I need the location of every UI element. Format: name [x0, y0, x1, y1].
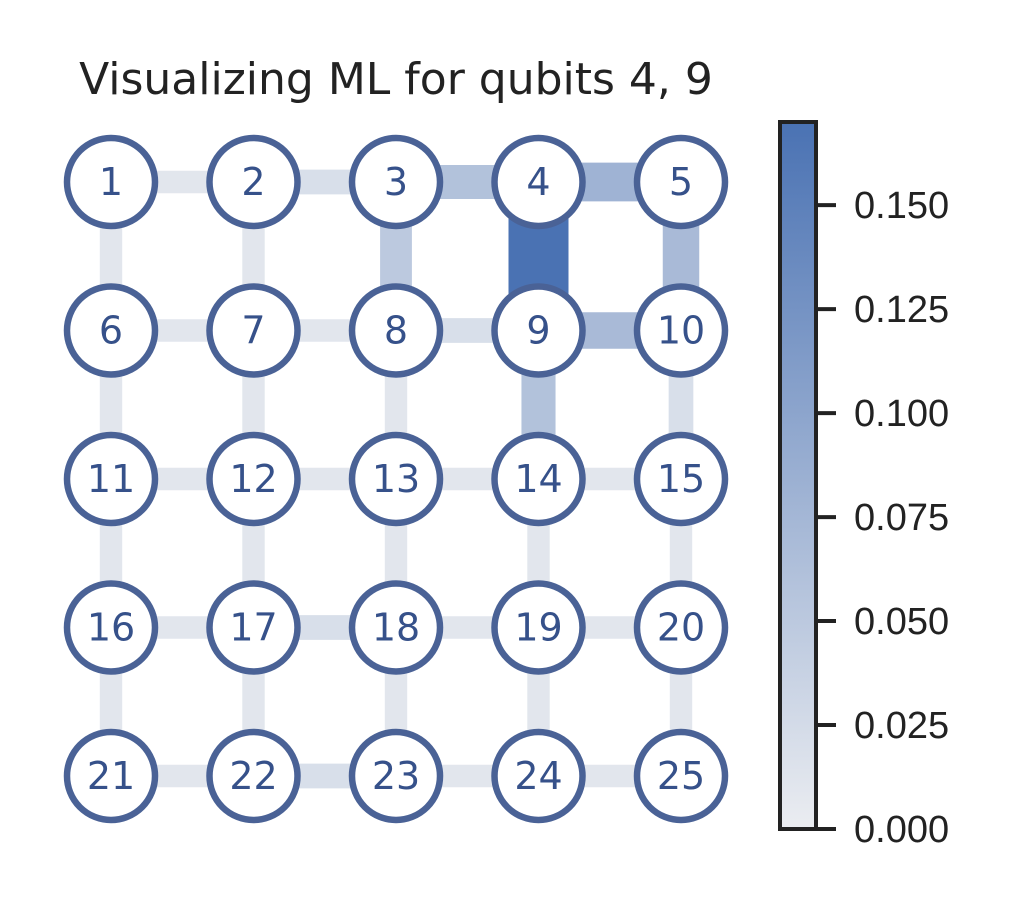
qubit-label: 19: [514, 606, 562, 650]
qubit-node-17: 17: [206, 580, 301, 675]
qubit-label: 7: [241, 309, 265, 353]
qubit-label: 10: [657, 309, 705, 353]
qubit-label: 17: [229, 606, 277, 650]
colorbar-tick-label: 0.000: [854, 809, 949, 851]
qubit-node-21: 21: [63, 728, 159, 824]
qubit-label: 5: [669, 160, 693, 204]
qubit-circle: [491, 728, 586, 824]
qubit-label: 9: [526, 309, 550, 353]
qubit-node-12: 12: [206, 431, 301, 527]
qubit-node-25: 25: [633, 728, 729, 824]
chart-title: Visualizing ML for qubits 4, 9: [79, 54, 713, 105]
colorbar: 0.000 0.025 0.050 0.075 0.100 0.125 0.150: [778, 120, 949, 851]
qubit-node-13: 13: [348, 431, 444, 527]
qubit-circle: [633, 431, 729, 527]
qubit-circle: [491, 283, 586, 378]
qubit-node-22: 22: [206, 728, 301, 824]
qubit-circle: [63, 728, 159, 824]
qubit-label: 11: [87, 457, 135, 501]
qubit-circle: [206, 283, 301, 378]
qubit-label: 15: [657, 457, 705, 501]
qubit-label: 16: [87, 606, 135, 650]
qubit-circle: [633, 283, 729, 378]
qubit-circle: [206, 134, 301, 230]
qubit-node-8: 8: [348, 283, 444, 378]
qubit-circle: [633, 728, 729, 824]
qubit-label: 20: [657, 606, 705, 650]
qubit-node-14: 14: [491, 431, 586, 527]
qubit-node-16: 16: [63, 580, 159, 675]
qubit-node-3: 3: [348, 134, 444, 230]
qubit-circle: [348, 431, 444, 527]
qubit-circle: [206, 728, 301, 824]
qubit-label: 24: [514, 754, 562, 798]
qubit-label: 21: [87, 754, 135, 798]
qubit-node-15: 15: [633, 431, 729, 527]
qubit-label: 1: [99, 160, 123, 204]
qubit-circle: [491, 134, 586, 230]
qubit-circle: [63, 283, 159, 378]
qubit-label: 22: [229, 754, 277, 798]
qubit-node-5: 5: [633, 134, 729, 230]
qubit-label: 3: [384, 160, 408, 204]
qubit-circle: [206, 580, 301, 675]
colorbar-ticks: 0.000 0.025 0.050 0.075 0.100 0.125 0.150: [816, 185, 949, 851]
colorbar-tick-label: 0.100: [854, 393, 949, 435]
qubit-node-23: 23: [348, 728, 444, 824]
qubit-label: 4: [526, 160, 550, 204]
qubit-node-20: 20: [633, 580, 729, 675]
qubit-node-19: 19: [491, 580, 586, 675]
colorbar-tick-label: 0.150: [854, 185, 949, 227]
qubit-circle: [63, 431, 159, 527]
qubit-node-6: 6: [63, 283, 159, 378]
qubit-label: 18: [372, 606, 420, 650]
qubit-node-9: 9: [491, 283, 586, 378]
colorbar-tick-label: 0.075: [854, 497, 949, 539]
qubit-label: 6: [99, 309, 123, 353]
qubit-node-18: 18: [348, 580, 444, 675]
colorbar-frame: [778, 120, 818, 831]
qubit-node-4: 4: [491, 134, 586, 230]
qubit-label: 14: [514, 457, 562, 501]
qubit-label: 13: [372, 457, 420, 501]
qubit-circle: [348, 283, 444, 378]
qubit-circle: [348, 580, 444, 675]
colorbar-tick-label: 0.050: [854, 601, 949, 643]
colorbar-fill: [780, 122, 816, 829]
qubit-circle: [63, 580, 159, 675]
qubit-node-2: 2: [206, 134, 301, 230]
qubit-label: 2: [241, 160, 265, 204]
qubit-circle: [206, 431, 301, 527]
colorbar-tick-label: 0.125: [854, 289, 949, 331]
qubit-circle: [348, 134, 444, 230]
qubit-label: 23: [372, 754, 420, 798]
qubit-label: 25: [657, 754, 705, 798]
qubit-circle: [491, 580, 586, 675]
qubit-node-24: 24: [491, 728, 586, 824]
qubit-node-7: 7: [206, 283, 301, 378]
qubit-circle: [348, 728, 444, 824]
qubit-label: 8: [384, 309, 408, 353]
qubit-circle: [633, 580, 729, 675]
qubit-node-10: 10: [633, 283, 729, 378]
qubit-circle: [491, 431, 586, 527]
qubit-circle: [63, 134, 159, 230]
qubit-label: 12: [229, 457, 277, 501]
qubit-node-11: 11: [63, 431, 159, 527]
qubit-circle: [633, 134, 729, 230]
colorbar-tick-label: 0.025: [854, 705, 949, 747]
qubit-node-1: 1: [63, 134, 159, 230]
